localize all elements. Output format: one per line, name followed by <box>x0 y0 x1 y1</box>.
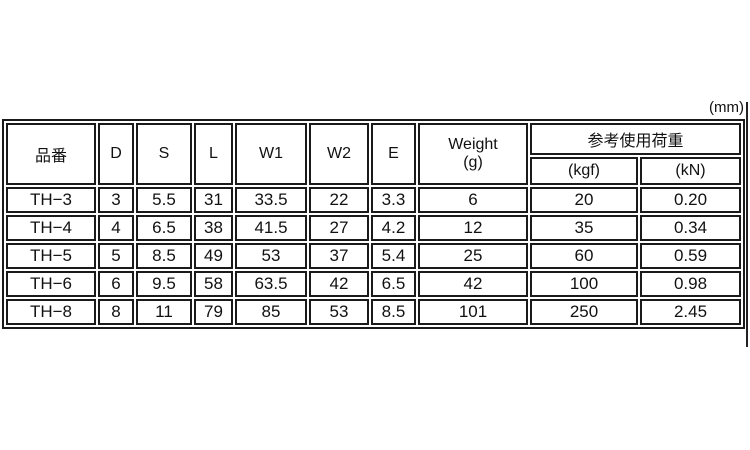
value-cell-l: 49 <box>194 243 233 269</box>
value-cell-w1: 63.5 <box>235 271 307 297</box>
part-number-cell: TH−3 <box>6 187 96 213</box>
spec-row-th5: TH−5 5 8.5 49 53 37 5.4 25 60 0.59 <box>6 243 741 269</box>
part-number-cell: TH−5 <box>6 243 96 269</box>
header-row-units: (kgf) (kN) <box>6 157 741 185</box>
header-row-main: 品番 D S L W1 W2 E Weight (g) 参考使用荷重 <box>6 123 741 185</box>
value-cell-w1: 41.5 <box>235 215 307 241</box>
value-cell-e: 6.5 <box>371 271 416 297</box>
spec-row-th4: TH−4 4 6.5 38 41.5 27 4.2 12 35 0.34 <box>6 215 741 241</box>
value-cell-weight: 12 <box>418 215 528 241</box>
value-cell-w2: 53 <box>309 299 369 325</box>
value-cell-weight: 25 <box>418 243 528 269</box>
value-cell-kgf: 35 <box>530 215 638 241</box>
value-cell-w1: 85 <box>235 299 307 325</box>
col-header-reference-load-group: 参考使用荷重 <box>530 123 741 155</box>
value-cell-l: 31 <box>194 187 233 213</box>
value-cell-d: 5 <box>98 243 134 269</box>
value-cell-kgf: 60 <box>530 243 638 269</box>
value-cell-kgf: 20 <box>530 187 638 213</box>
value-cell-s: 6.5 <box>136 215 192 241</box>
part-number-cell: TH−8 <box>6 299 96 325</box>
col-header-weight-line1: Weight <box>448 136 498 153</box>
value-cell-s: 11 <box>136 299 192 325</box>
col-header-w1: W1 <box>235 123 307 185</box>
value-cell-l: 58 <box>194 271 233 297</box>
value-cell-w2: 22 <box>309 187 369 213</box>
value-cell-w1: 33.5 <box>235 187 307 213</box>
value-cell-e: 3.3 <box>371 187 416 213</box>
part-number-cell: TH−6 <box>6 271 96 297</box>
value-cell-kn: 2.45 <box>640 299 741 325</box>
col-header-l: L <box>194 123 233 185</box>
value-cell-w2: 27 <box>309 215 369 241</box>
value-cell-s: 9.5 <box>136 271 192 297</box>
unit-label-mm: (mm) <box>709 99 744 116</box>
spec-table-body: TH−3 3 5.5 31 33.5 22 3.3 6 20 0.20 TH−4… <box>6 187 741 325</box>
value-cell-kn: 0.59 <box>640 243 741 269</box>
value-cell-w2: 42 <box>309 271 369 297</box>
value-cell-w1: 53 <box>235 243 307 269</box>
col-header-weight-line2: (g) <box>463 154 483 171</box>
value-cell-d: 8 <box>98 299 134 325</box>
value-cell-weight: 101 <box>418 299 528 325</box>
col-header-s: S <box>136 123 192 185</box>
part-number-cell: TH−4 <box>6 215 96 241</box>
value-cell-e: 8.5 <box>371 299 416 325</box>
value-cell-e: 5.4 <box>371 243 416 269</box>
value-cell-kn: 0.20 <box>640 187 741 213</box>
col-header-d: D <box>98 123 134 185</box>
value-cell-w2: 37 <box>309 243 369 269</box>
value-cell-l: 79 <box>194 299 233 325</box>
spec-row-th8: TH−8 8 11 79 85 53 8.5 101 250 2.45 <box>6 299 741 325</box>
col-header-w2: W2 <box>309 123 369 185</box>
value-cell-kgf: 100 <box>530 271 638 297</box>
value-cell-l: 38 <box>194 215 233 241</box>
value-cell-d: 3 <box>98 187 134 213</box>
col-header-weight: Weight (g) <box>418 123 528 185</box>
value-cell-s: 8.5 <box>136 243 192 269</box>
col-header-kgf: (kgf) <box>530 157 638 185</box>
value-cell-weight: 42 <box>418 271 528 297</box>
col-header-e: E <box>371 123 416 185</box>
col-header-part-number: 品番 <box>6 123 96 185</box>
value-cell-d: 4 <box>98 215 134 241</box>
col-header-kn: (kN) <box>640 157 741 185</box>
spec-table-head: 品番 D S L W1 W2 E Weight (g) 参考使用荷重 (kgf)… <box>6 123 741 185</box>
right-edge-line <box>746 102 748 347</box>
spec-row-th3: TH−3 3 5.5 31 33.5 22 3.3 6 20 0.20 <box>6 187 741 213</box>
value-cell-kn: 0.98 <box>640 271 741 297</box>
value-cell-e: 4.2 <box>371 215 416 241</box>
product-spec-table: 品番 D S L W1 W2 E Weight (g) 参考使用荷重 (kgf)… <box>2 119 745 329</box>
value-cell-weight: 6 <box>418 187 528 213</box>
value-cell-s: 5.5 <box>136 187 192 213</box>
value-cell-kgf: 250 <box>530 299 638 325</box>
value-cell-d: 6 <box>98 271 134 297</box>
value-cell-kn: 0.34 <box>640 215 741 241</box>
spec-row-th6: TH−6 6 9.5 58 63.5 42 6.5 42 100 0.98 <box>6 271 741 297</box>
